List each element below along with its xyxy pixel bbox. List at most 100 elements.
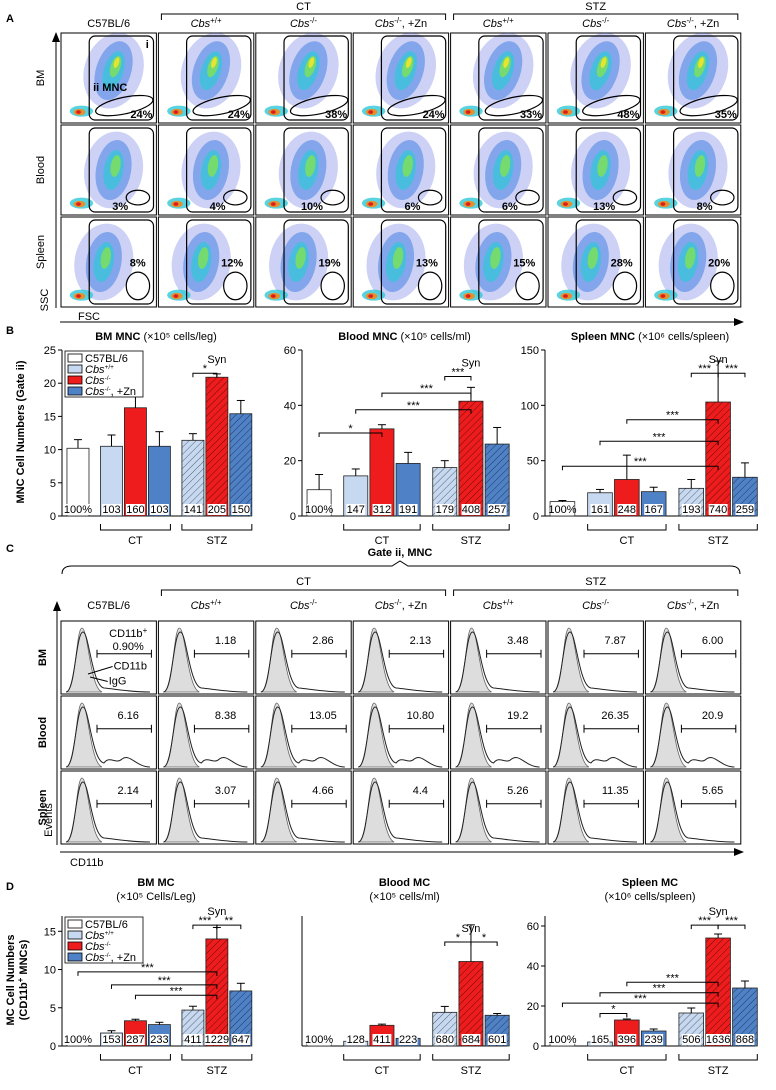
y-tick-label: 60 [284, 345, 296, 357]
gate-value: 6.00 [702, 635, 723, 647]
gate-percentage: 24% [423, 109, 445, 121]
density-cloud [368, 110, 374, 114]
column-label: Cbs-/- [582, 16, 609, 30]
significance-bracket [444, 376, 472, 381]
genotype: -/- [310, 16, 318, 25]
gate-i [186, 35, 252, 121]
gate-percentage: 24% [130, 109, 152, 121]
significance-label: * [456, 932, 461, 944]
label-box [231, 504, 251, 515]
label-box [550, 1034, 575, 1045]
percent-label: 153 [102, 1034, 120, 1046]
density-cloud [113, 57, 120, 68]
cd11b-histogram [552, 781, 638, 843]
y-tick-label: 0 [533, 1041, 539, 1053]
column-label: Cbs-/-, +Zn [667, 16, 719, 30]
gate-i [88, 127, 155, 213]
row-label: Blood [35, 156, 47, 184]
significance-bracket [599, 440, 719, 446]
marker-name: CD11b [109, 628, 142, 640]
x-category-label: STZ [708, 1065, 729, 1077]
label-box [681, 504, 701, 515]
legend-swatch [67, 386, 83, 396]
density-cloud [405, 57, 412, 68]
group-label: STZ [585, 576, 606, 588]
density-cloud [270, 110, 276, 114]
percent-label: 408 [462, 504, 480, 516]
gate-value: 8.38 [215, 710, 236, 722]
label-box [65, 504, 91, 515]
percent-label: 312 [373, 504, 391, 516]
bar-hatch [229, 413, 252, 516]
legend-swatch [67, 919, 83, 929]
label-part: MNCs) [18, 939, 30, 977]
percent-label: 1229 [205, 1034, 229, 1046]
bar-hatch [205, 377, 228, 516]
label-box [346, 1034, 366, 1045]
gate-ii [289, 94, 349, 117]
gate-ii [515, 189, 540, 206]
column-label: Cbs-/- [85, 941, 111, 953]
label-part: (CD11b [18, 982, 30, 1020]
column-label: Cbs+/+ [483, 598, 514, 612]
percent-label: 100% [305, 1034, 333, 1046]
label-box [398, 504, 418, 515]
cd11b-histogram [357, 781, 443, 843]
column-label: Cbs-/-, +Zn [85, 952, 136, 964]
significance-label: *** [158, 975, 172, 987]
cd11b-histogram [649, 631, 735, 693]
label-box [735, 1034, 755, 1045]
gate-percentage: 8% [697, 201, 713, 213]
cd11b-histogram [260, 706, 345, 768]
group-bracket [678, 524, 758, 531]
y-axis-label: MNC Cell Numbers (Gate ii) [15, 360, 27, 503]
gene-name: Cbs [290, 600, 310, 612]
x-category-label: STZ [461, 535, 482, 547]
treatment: , +Zn [111, 386, 136, 398]
gate-percentage: 13% [416, 258, 438, 270]
significance-label: ** [225, 915, 234, 927]
label-box [487, 1034, 507, 1045]
y-tick-label: 15 [44, 926, 56, 938]
genotype: +/+ [210, 598, 222, 607]
y-tick-label: 10 [44, 965, 56, 977]
gene-name: Cbs [290, 18, 310, 30]
bar-hatch [205, 938, 228, 1046]
gate-percentage: 10% [301, 201, 323, 213]
significance-bracket [470, 941, 498, 946]
y-tick-label: 5 [50, 1003, 56, 1015]
gate-percentage: 38% [325, 109, 347, 121]
axis-label: CD11b [70, 857, 103, 869]
significance-label: *** [198, 915, 212, 927]
density-cloud [295, 247, 306, 269]
gate-value: 2.14 [117, 785, 138, 797]
gate-ii [125, 189, 151, 206]
gate-ii [582, 94, 641, 117]
significance-label: * [611, 1004, 616, 1016]
legend-swatch [67, 930, 83, 940]
percent-label: 193 [682, 504, 700, 516]
synergy-label: Syn [709, 354, 728, 366]
density-cloud [465, 202, 471, 206]
x-category-label: CT [128, 535, 143, 547]
x-category-label: CT [620, 535, 635, 547]
significance-label: *** [653, 431, 667, 443]
cd11b-histogram [162, 631, 248, 693]
label-box [644, 1034, 664, 1045]
marker-label: CD11b+ [109, 626, 147, 640]
genotype: -/- [105, 941, 111, 948]
significance-label: *** [698, 915, 712, 927]
gate-percentage: 3% [112, 201, 128, 213]
significance-bracket [355, 409, 472, 414]
density-cloud [685, 247, 696, 269]
label-box [550, 504, 575, 515]
gate-value: 2.13 [410, 635, 431, 647]
gene-name: Cbs [191, 18, 211, 30]
gate-value: 4.4 [413, 785, 428, 797]
gate-i [575, 127, 642, 213]
label-box [125, 504, 145, 515]
gate-ii [612, 271, 638, 301]
group-bracket [343, 524, 421, 531]
gate-value: 20.9 [702, 710, 723, 722]
cd11b-histogram [649, 781, 735, 843]
